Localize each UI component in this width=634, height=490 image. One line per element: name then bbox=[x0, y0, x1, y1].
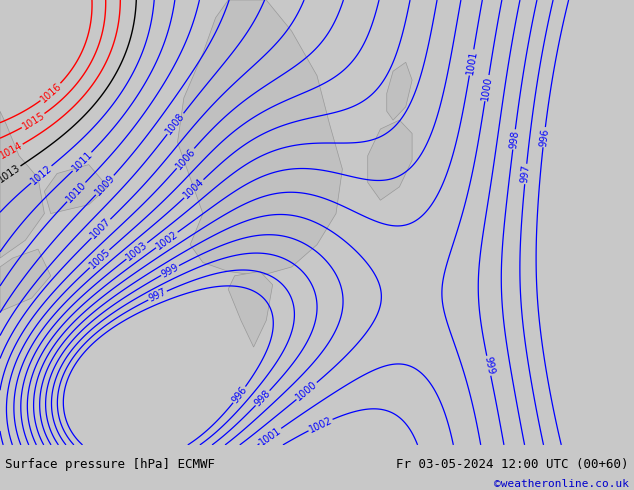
Text: 1002: 1002 bbox=[154, 229, 180, 251]
Text: 1009: 1009 bbox=[93, 173, 117, 197]
Text: 1012: 1012 bbox=[29, 163, 54, 186]
Polygon shape bbox=[387, 62, 412, 120]
Text: 1014: 1014 bbox=[0, 140, 24, 161]
Polygon shape bbox=[228, 271, 273, 347]
Text: 1001: 1001 bbox=[465, 49, 479, 75]
Polygon shape bbox=[178, 0, 342, 276]
Text: 1004: 1004 bbox=[181, 177, 206, 201]
Text: 997: 997 bbox=[147, 287, 168, 304]
Text: 999: 999 bbox=[160, 262, 181, 279]
Text: 997: 997 bbox=[520, 164, 531, 184]
Text: 1015: 1015 bbox=[20, 110, 46, 132]
Text: 1005: 1005 bbox=[87, 247, 112, 270]
Text: Surface pressure [hPa] ECMWF: Surface pressure [hPa] ECMWF bbox=[5, 459, 215, 471]
Text: 1001: 1001 bbox=[257, 425, 283, 447]
Polygon shape bbox=[0, 111, 44, 258]
Text: 1006: 1006 bbox=[174, 146, 197, 171]
Text: 1000: 1000 bbox=[480, 75, 494, 101]
Text: 996: 996 bbox=[538, 127, 550, 147]
Text: 996: 996 bbox=[230, 384, 249, 405]
Text: 1013: 1013 bbox=[0, 162, 22, 184]
Text: 1016: 1016 bbox=[38, 80, 63, 104]
Text: ©weatheronline.co.uk: ©weatheronline.co.uk bbox=[494, 479, 629, 489]
Text: 999: 999 bbox=[482, 356, 496, 376]
Text: 1000: 1000 bbox=[294, 379, 320, 403]
Polygon shape bbox=[0, 249, 51, 312]
Text: 998: 998 bbox=[508, 130, 520, 149]
Text: 1007: 1007 bbox=[89, 217, 113, 241]
Polygon shape bbox=[44, 165, 108, 214]
Text: 1003: 1003 bbox=[124, 240, 150, 262]
Text: 1010: 1010 bbox=[64, 180, 88, 204]
Polygon shape bbox=[368, 120, 412, 200]
Text: 1008: 1008 bbox=[164, 111, 187, 137]
Text: 1011: 1011 bbox=[70, 149, 94, 174]
Text: 998: 998 bbox=[253, 388, 273, 408]
Text: 1002: 1002 bbox=[307, 415, 333, 435]
Text: Fr 03-05-2024 12:00 UTC (00+60): Fr 03-05-2024 12:00 UTC (00+60) bbox=[396, 459, 629, 471]
